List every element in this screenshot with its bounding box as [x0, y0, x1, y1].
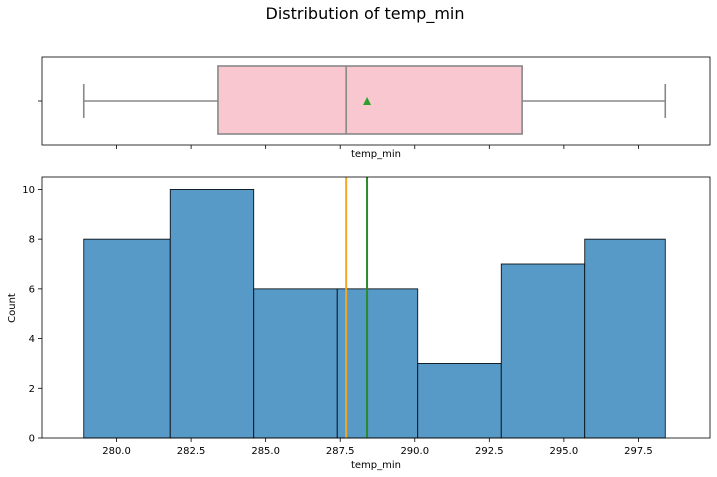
histogram-xtick-label: 292.5 — [475, 446, 504, 457]
histogram-ytick-label: 4 — [29, 334, 35, 345]
histogram-ytick-label: 0 — [29, 434, 35, 445]
histogram-xtick-label: 287.5 — [326, 446, 355, 457]
histogram-bar-7 — [584, 238, 666, 439]
histogram-bars — [83, 189, 666, 439]
histogram-frame — [41, 176, 711, 439]
histogram-bar-4 — [336, 288, 419, 439]
histogram-xtick-label: 297.5 — [624, 446, 653, 457]
histogram-xtick-label: 285.0 — [251, 446, 280, 457]
histogram-xtick-label: 280.0 — [102, 446, 131, 457]
histogram-lines — [345, 177, 369, 438]
histogram-bar-3 — [253, 288, 338, 439]
histogram-xtick-label: 295.0 — [550, 446, 579, 457]
histogram-ytick-label: 8 — [29, 235, 35, 246]
histogram-ytick-label: 6 — [29, 284, 35, 295]
histogram-bar-5 — [417, 363, 502, 439]
histogram-bar-6 — [500, 263, 586, 439]
histogram-ytick-label: 2 — [29, 384, 35, 395]
histogram-ytick-label: 10 — [22, 185, 35, 196]
histogram-xticks: 280.0 282.5 285.0 287.5 290.0 292.5 295.0 297.5 — [102, 438, 653, 457]
histogram-xtick-label: 282.5 — [177, 446, 206, 457]
histogram-bar-1 — [83, 238, 171, 439]
boxplot-xlabel: temp_min — [351, 149, 401, 160]
boxplot-panel: temp_min — [38, 56, 711, 160]
chart-title: Distribution of temp_min — [266, 4, 465, 24]
boxplot-xticks — [116, 145, 639, 149]
histogram-xlabel: temp_min — [351, 460, 401, 471]
histogram-yticks: 0 2 4 6 8 10 — [22, 185, 42, 445]
mean-marker — [363, 97, 372, 105]
histogram-ylabel: Count — [7, 293, 18, 323]
histogram-xtick-label: 290.0 — [400, 446, 429, 457]
boxplot-marks — [82, 65, 667, 135]
iqr-box — [217, 65, 523, 135]
histogram-bar-2 — [169, 189, 255, 439]
histogram-panel: 280.0 282.5 285.0 287.5 290.0 292.5 295.0 297.5… — [7, 176, 711, 471]
